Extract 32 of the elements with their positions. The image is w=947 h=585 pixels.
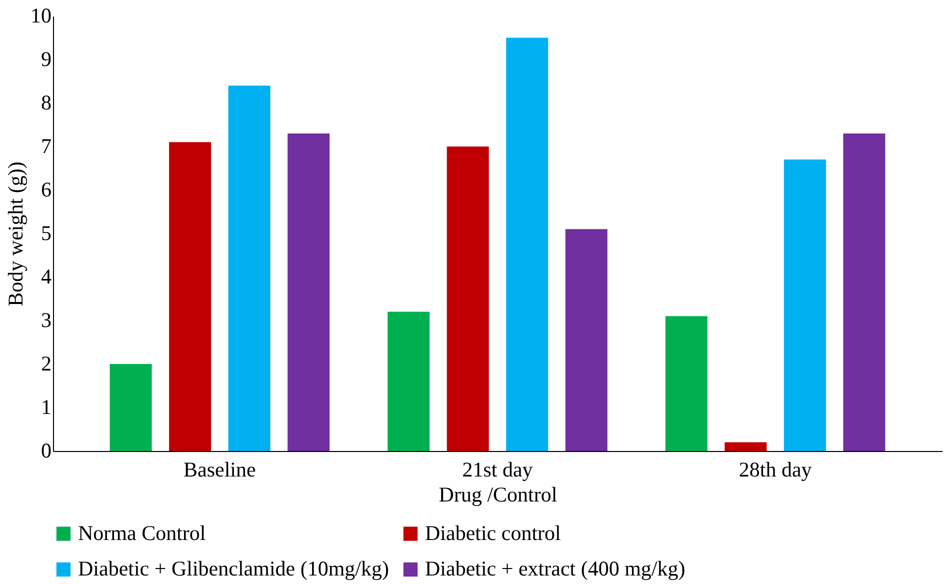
y-tick-label: 5 bbox=[41, 221, 52, 245]
x-tick-label: Baseline bbox=[184, 458, 256, 482]
bar bbox=[169, 142, 212, 451]
y-tick-label: 8 bbox=[41, 90, 52, 114]
x-tick-label: 21st day bbox=[462, 458, 534, 482]
x-axis-title: Drug /Control bbox=[438, 482, 558, 506]
y-tick-label: 7 bbox=[41, 134, 52, 158]
y-tick-label: 2 bbox=[41, 352, 52, 376]
bar bbox=[843, 133, 886, 451]
legend-label: Diabetic + Glibenclamide (10mg/kg) bbox=[78, 556, 390, 580]
y-tick-label: 9 bbox=[41, 47, 52, 71]
y-tick-label: 10 bbox=[30, 4, 52, 28]
x-tick-label: 28th day bbox=[738, 458, 812, 482]
legend-label: Diabetic control bbox=[425, 520, 562, 545]
bar bbox=[288, 133, 330, 451]
y-tick-label: 4 bbox=[41, 264, 52, 288]
bar bbox=[665, 316, 708, 451]
y-axis-title: Body weight (g)) bbox=[4, 162, 28, 306]
legend-label: Diabetic + extract (400 mg/kg) bbox=[425, 556, 686, 580]
y-tick-label: 6 bbox=[41, 178, 52, 202]
y-tick-label: 0 bbox=[41, 438, 52, 462]
bar bbox=[388, 312, 430, 451]
y-tick-label: 1 bbox=[41, 395, 52, 419]
bar bbox=[724, 442, 767, 451]
bar bbox=[784, 160, 826, 451]
bar bbox=[446, 146, 489, 451]
legend-label: Norma Control bbox=[78, 520, 206, 545]
y-tick-label: 3 bbox=[41, 308, 52, 332]
bar bbox=[565, 229, 608, 451]
bar bbox=[110, 364, 152, 451]
bar bbox=[228, 86, 270, 451]
bar bbox=[506, 38, 548, 451]
